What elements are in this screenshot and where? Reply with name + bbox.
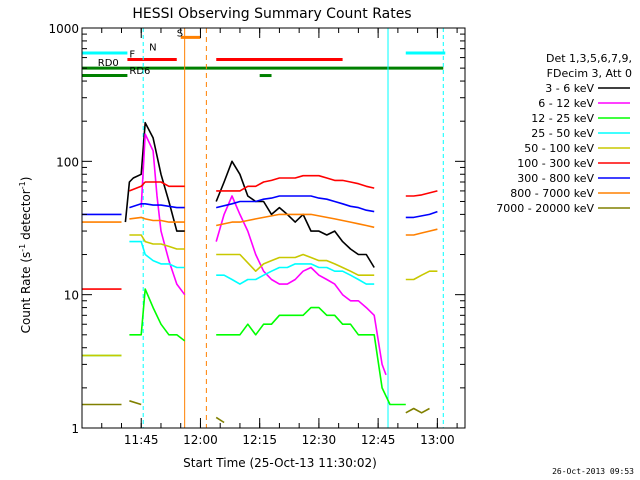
plot-background [82,28,465,428]
y-axis-label: Count Rate (s-1 detector-1) [18,177,33,334]
annotation-label-f: F [129,50,135,61]
annotation-label-rd0: RD0 [98,58,119,69]
y-tick-label: 1000 [48,22,79,36]
plot-frame [81,27,466,429]
x-tick-label: 12:15 [242,433,277,447]
legend-label-7: 800 - 7000 keV [510,187,594,200]
y-axis-label-sup2: -1 [18,181,27,189]
annotation-label-rd6: RD6 [129,66,150,77]
annotation-layer: N S F RD0 RD6 [82,28,446,428]
plot-area [82,28,465,428]
y-axis-label-sup1: -1 [18,244,27,252]
footer-timestamp: 26-Oct-2013 09:53 [552,467,634,476]
y-axis-label-suffix: ) [19,177,33,182]
series-line-4 [82,234,438,357]
annotation-label-n: N [149,42,156,53]
legend-label-2: 12 - 25 keV [531,112,594,125]
axes-layer: 1 10 100 1000 11:45 12:00 12:15 12:30 12:45 13:00 [48,22,466,447]
x-tick-label: 13:00 [420,433,455,447]
series-line-1 [140,133,387,376]
x-axis-label: Start Time (25-Oct-13 11:30:02) [183,456,377,470]
annotation-label-s: S [177,29,183,40]
legend-label-3: 25 - 50 keV [531,127,594,140]
legend-label-0: 3 - 6 keV [545,82,594,95]
legend-label-4: 50 - 100 keV [524,142,594,155]
x-tick-label: 12:45 [361,433,396,447]
x-tick-label: 12:00 [183,433,218,447]
y-axis-label-prefix: Count Rate (s [19,252,33,334]
chart-title: HESSI Observing Summary Count Rates [132,6,411,22]
series-line-8 [82,400,430,424]
legend-header-line-2: FDecim 3, Att 0 [547,67,632,80]
x-tick-label: 12:30 [302,433,337,447]
series-line-6 [82,195,438,219]
y-axis-label-mid: detector [19,189,33,244]
legend-label-5: 100 - 300 keV [517,157,594,170]
series-layer [82,121,438,424]
legend-label-1: 6 - 12 keV [538,97,594,110]
series-line-3 [129,240,375,285]
legend: Det 1,3,5,6,7,9, FDecim 3, Att 0 3 - 6 k… [496,52,632,215]
series-line-7 [82,213,438,236]
series-line-5 [82,174,438,290]
y-tick-label: 10 [64,289,79,303]
y-tick-label: 1 [71,422,79,436]
legend-label-6: 300 - 800 keV [517,172,594,185]
x-tick-label: 11:45 [124,433,159,447]
y-tick-label: 100 [56,155,79,169]
legend-label-8: 7000 - 20000 keV [496,202,594,215]
legend-header-line-1: Det 1,3,5,6,7,9, [546,52,632,65]
series-line-0 [124,121,375,268]
